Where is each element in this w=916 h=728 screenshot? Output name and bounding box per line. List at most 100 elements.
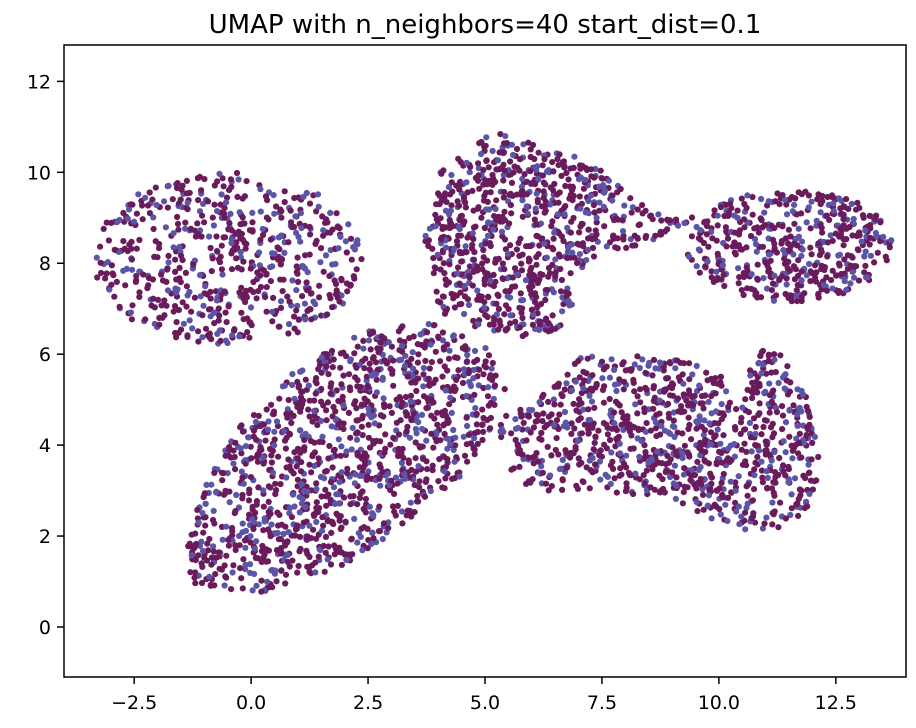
data-point: [515, 443, 522, 450]
data-point: [231, 326, 238, 333]
data-point: [102, 275, 109, 282]
data-point: [461, 310, 468, 318]
data-point: [798, 238, 806, 245]
data-point: [564, 424, 571, 431]
data-point: [253, 538, 260, 545]
data-point: [678, 403, 685, 410]
data-point: [353, 266, 360, 273]
data-point: [717, 204, 725, 211]
data-point: [758, 370, 765, 377]
data-point: [796, 439, 803, 446]
data-point: [756, 410, 763, 417]
data-point: [325, 543, 332, 550]
data-point: [732, 499, 739, 506]
data-point: [354, 539, 361, 546]
data-point: [349, 424, 356, 431]
data-point: [267, 236, 274, 243]
data-point: [481, 298, 488, 306]
data-point: [735, 242, 743, 249]
data-point: [487, 414, 494, 422]
data-point: [437, 266, 444, 273]
data-point: [614, 245, 621, 252]
data-point: [480, 428, 487, 435]
data-point: [561, 211, 568, 218]
data-point: [647, 212, 655, 219]
data-point: [218, 266, 225, 273]
data-point: [376, 528, 383, 535]
data-point: [759, 479, 767, 486]
data-point: [189, 325, 196, 332]
data-point: [687, 477, 694, 484]
data-point: [308, 469, 315, 476]
data-point: [498, 149, 506, 156]
data-point: [545, 320, 552, 327]
data-point: [512, 318, 519, 325]
data-point: [664, 216, 671, 223]
data-point: [568, 420, 575, 427]
data-point: [295, 278, 302, 285]
data-point: [533, 254, 540, 261]
data-point: [476, 366, 483, 373]
data-point: [716, 505, 723, 513]
data-point: [621, 419, 629, 427]
data-point: [482, 142, 489, 149]
data-point: [696, 382, 703, 389]
data-point: [97, 243, 104, 250]
data-point: [216, 170, 223, 177]
data-point: [539, 271, 546, 278]
data-point: [463, 159, 470, 166]
data-point: [638, 438, 645, 445]
data-point: [586, 457, 593, 464]
data-point: [415, 351, 422, 358]
data-point: [479, 436, 486, 444]
data-point: [437, 358, 444, 365]
data-point: [379, 376, 386, 383]
data-point: [662, 228, 669, 235]
data-point: [630, 490, 637, 498]
data-point: [210, 222, 217, 229]
data-point: [540, 188, 547, 195]
data-point: [828, 277, 835, 284]
data-point: [574, 240, 581, 247]
data-point: [236, 542, 243, 549]
data-point: [617, 450, 624, 457]
data-point: [302, 316, 309, 323]
data-point: [446, 261, 453, 268]
data-point: [548, 483, 555, 490]
data-point: [752, 459, 759, 466]
data-point: [325, 455, 332, 462]
data-point: [193, 540, 200, 548]
data-point: [222, 452, 229, 459]
data-point: [427, 488, 434, 495]
data-point: [450, 333, 457, 340]
data-point: [111, 246, 118, 253]
data-point: [260, 460, 267, 467]
data-point: [283, 410, 290, 417]
data-point: [806, 490, 813, 497]
data-point: [627, 367, 635, 374]
data-point: [403, 412, 410, 419]
data-point: [301, 436, 308, 444]
data-point: [431, 264, 438, 271]
data-point: [786, 433, 793, 440]
data-point: [747, 232, 755, 240]
data-point: [674, 395, 682, 402]
data-point: [501, 266, 508, 273]
data-point: [762, 259, 769, 266]
data-point: [281, 199, 288, 206]
data-point: [620, 232, 627, 240]
data-point: [727, 442, 734, 449]
data-point: [440, 167, 447, 174]
data-point: [749, 394, 756, 402]
data-point: [553, 435, 560, 442]
data-point: [263, 308, 270, 315]
data-point: [378, 333, 385, 340]
data-point: [749, 497, 757, 504]
y-tick-label: 8: [39, 253, 51, 275]
data-point: [220, 210, 228, 217]
data-point: [397, 325, 405, 332]
data-point: [624, 424, 631, 431]
data-point: [264, 426, 272, 433]
data-point: [761, 389, 768, 396]
data-point: [218, 191, 225, 198]
